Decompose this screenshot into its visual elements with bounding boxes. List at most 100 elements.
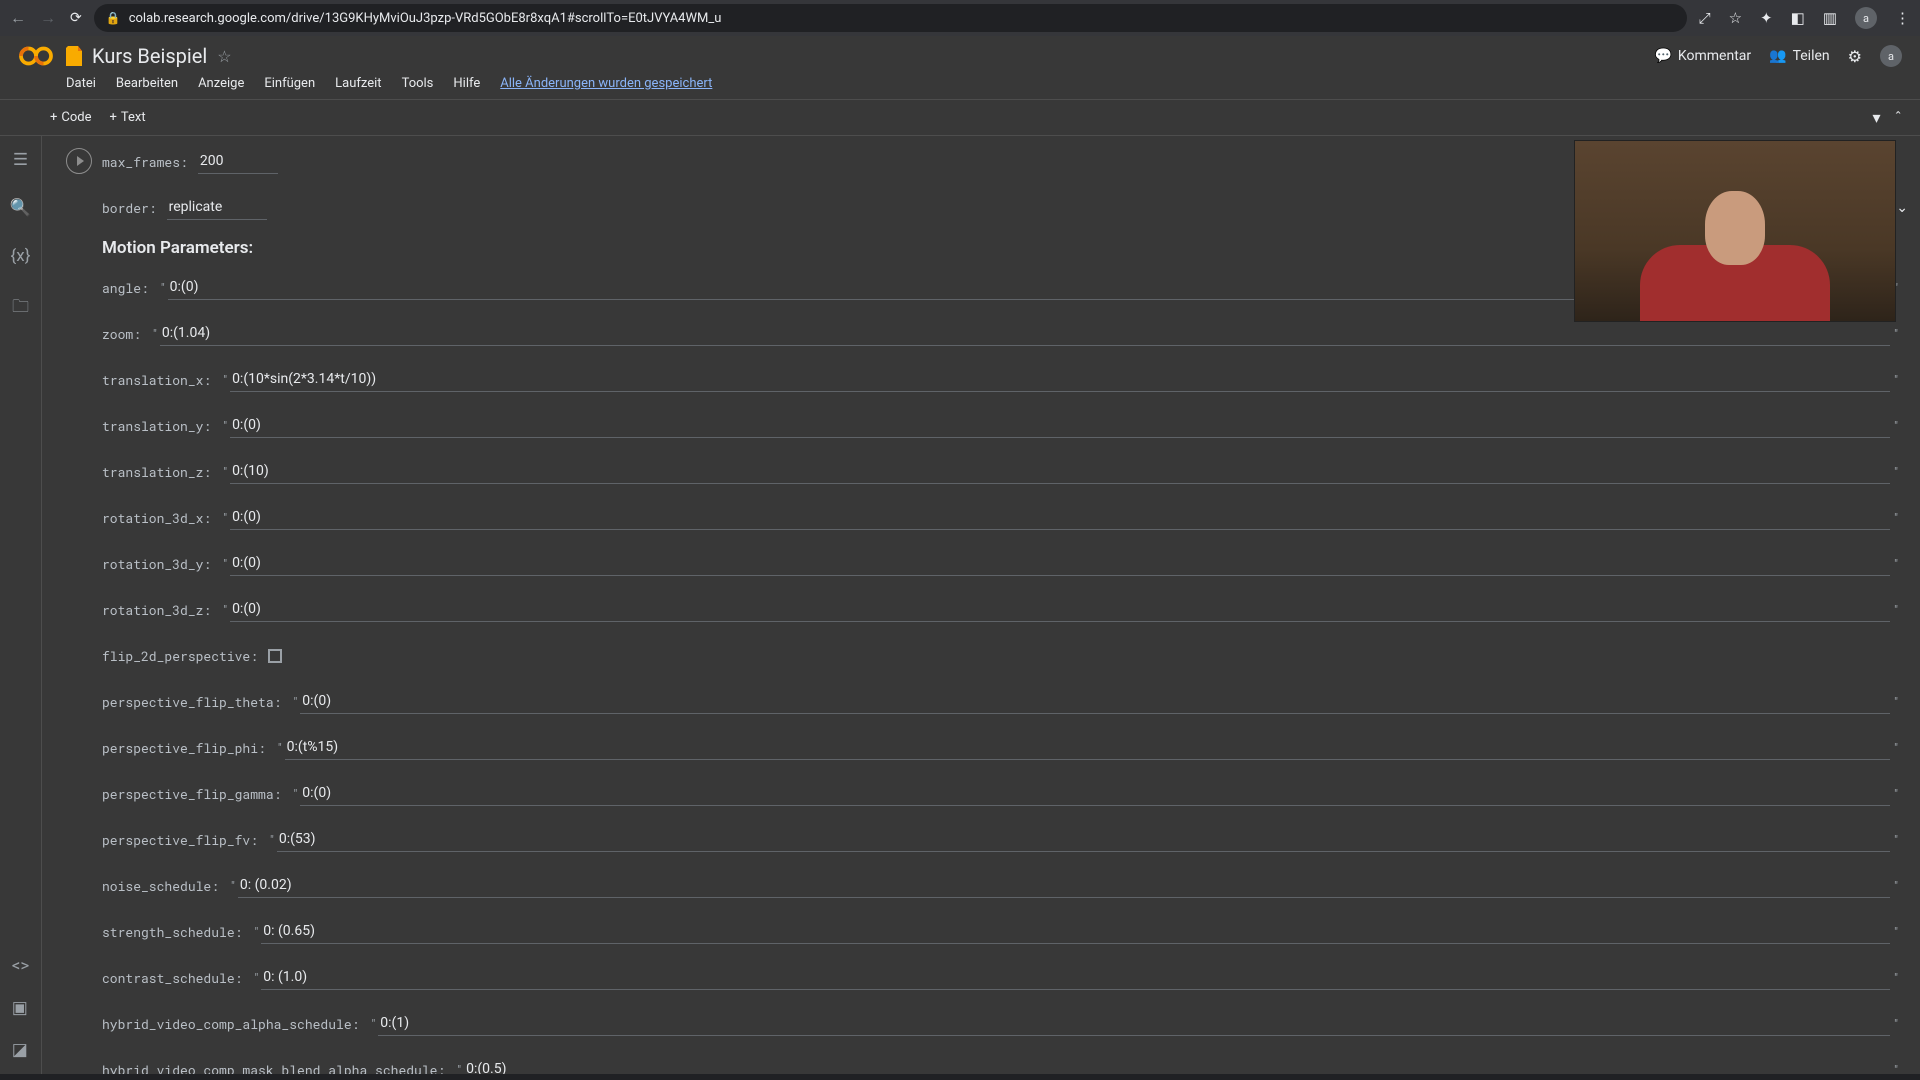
menu-insert[interactable]: Einfügen: [264, 76, 315, 91]
hybrid-mask-blend-alpha-input[interactable]: [464, 1057, 1890, 1074]
translation-x-input[interactable]: [230, 367, 1890, 392]
perspective-flip-theta-input[interactable]: [300, 689, 1890, 714]
terminal-icon[interactable]: ▣: [12, 998, 30, 1018]
noise-schedule-input[interactable]: [238, 873, 1890, 898]
colab-avatar[interactable]: a: [1880, 45, 1902, 67]
perspective-flip-gamma-input[interactable]: [300, 781, 1890, 806]
browser-bar: ← → ⟳ 🔒 colab.research.google.com/drive/…: [0, 0, 1920, 36]
param-label: border:: [102, 199, 167, 217]
panel-icon[interactable]: ▥: [1823, 9, 1837, 27]
comment-button[interactable]: 💬 Kommentar: [1654, 48, 1751, 64]
add-code-button[interactable]: + Code: [50, 110, 92, 125]
comment-icon: 💬: [1654, 48, 1671, 64]
reload-icon[interactable]: ⟳: [70, 10, 82, 26]
strength-schedule-input[interactable]: [261, 919, 1890, 944]
extension-pin-icon[interactable]: ◧: [1791, 9, 1805, 27]
param-label: perspective_flip_phi:: [102, 739, 276, 757]
lock-icon: 🔒: [106, 11, 121, 25]
param-rotation-3d-x: rotation_3d_x: " ": [102, 498, 1898, 538]
menu-bar: Datei Bearbeiten Anzeige Einfügen Laufze…: [18, 72, 1902, 99]
variables-icon[interactable]: {x}: [11, 246, 31, 266]
param-perspective-flip-phi: perspective_flip_phi: " ": [102, 728, 1898, 768]
url-bar[interactable]: 🔒 colab.research.google.com/drive/13G9KH…: [94, 4, 1687, 32]
url-text: colab.research.google.com/drive/13G9KHyM…: [129, 11, 722, 26]
hybrid-alpha-input[interactable]: [378, 1011, 1890, 1036]
code-snippets-icon[interactable]: <>: [12, 956, 30, 976]
param-label: perspective_flip_gamma:: [102, 785, 291, 803]
param-label: contrast_schedule:: [102, 969, 252, 987]
param-label: rotation_3d_y:: [102, 555, 221, 573]
rotation-3d-z-input[interactable]: [230, 597, 1890, 622]
add-text-button[interactable]: + Text: [110, 110, 146, 125]
rail-extra-icon[interactable]: ◪: [12, 1040, 30, 1060]
nav-back-icon[interactable]: ←: [10, 8, 26, 28]
param-rotation-3d-y: rotation_3d_y: " ": [102, 544, 1898, 584]
menu-tools[interactable]: Tools: [402, 76, 434, 91]
run-cell-button[interactable]: [66, 148, 92, 174]
param-label: translation_z:: [102, 463, 221, 481]
contrast-schedule-input[interactable]: [261, 965, 1890, 990]
param-label: perspective_flip_fv:: [102, 831, 268, 849]
param-translation-x: translation_x: " ": [102, 360, 1898, 400]
perspective-flip-fv-input[interactable]: [277, 827, 1890, 852]
menu-help[interactable]: Hilfe: [453, 76, 480, 91]
max-frames-input[interactable]: [198, 149, 278, 174]
share-button[interactable]: 👥 Teilen: [1769, 48, 1830, 64]
param-hybrid-mask-blend-alpha: hybrid_video_comp_mask_blend_alpha_sched…: [102, 1050, 1898, 1074]
browser-menu-icon[interactable]: ⋮: [1895, 9, 1910, 27]
menu-file[interactable]: Datei: [66, 76, 96, 91]
toolbar-collapse-icon[interactable]: ˆ: [1894, 108, 1902, 127]
param-perspective-flip-fv: perspective_flip_fv: " ": [102, 820, 1898, 860]
param-label: max_frames:: [102, 153, 198, 171]
share-icon: 👥: [1769, 48, 1786, 64]
param-perspective-flip-theta: perspective_flip_theta: " ": [102, 682, 1898, 722]
param-label: noise_schedule:: [102, 877, 229, 895]
notebook-content: ↑ ↓ ⇔ ✎ 🗑 ⋮ ⌄ max_frames: border:: [42, 136, 1920, 1074]
border-input[interactable]: [167, 195, 267, 220]
colab-header: Kurs Beispiel ☆ 💬 Kommentar 👥 Teilen ⚙ a…: [0, 36, 1920, 100]
param-label: hybrid_video_comp_mask_blend_alpha_sched…: [102, 1061, 455, 1075]
param-hybrid-alpha: hybrid_video_comp_alpha_schedule: " ": [102, 1004, 1898, 1044]
flip-2d-perspective-checkbox[interactable]: [268, 649, 282, 663]
translation-y-input[interactable]: [230, 413, 1890, 438]
param-label: rotation_3d_z:: [102, 601, 221, 619]
cell-collapse-icon[interactable]: ⌄: [1896, 200, 1908, 216]
param-label: hybrid_video_comp_alpha_schedule:: [102, 1015, 369, 1033]
bookmark-star-icon[interactable]: ☆: [1729, 9, 1742, 27]
param-label: translation_y:: [102, 417, 221, 435]
menu-runtime[interactable]: Laufzeit: [335, 76, 381, 91]
param-flip-2d-perspective: flip_2d_perspective:: [102, 636, 1898, 676]
browser-avatar[interactable]: a: [1855, 7, 1877, 29]
param-label: angle:: [102, 279, 159, 297]
translation-z-input[interactable]: [230, 459, 1890, 484]
save-status[interactable]: Alle Änderungen wurden gespeichert: [500, 76, 712, 91]
connect-dropdown-icon[interactable]: ▾: [1872, 108, 1880, 127]
rotation-3d-x-input[interactable]: [230, 505, 1890, 530]
colab-logo-icon: [18, 44, 54, 68]
install-icon[interactable]: ⤢: [1699, 9, 1711, 27]
document-title[interactable]: Kurs Beispiel: [92, 44, 207, 68]
param-label: rotation_3d_x:: [102, 509, 221, 527]
extensions-icon[interactable]: ✦: [1760, 9, 1773, 27]
nav-forward-icon[interactable]: →: [40, 8, 56, 28]
perspective-flip-phi-input[interactable]: [285, 735, 1890, 760]
files-icon[interactable]: 🗀: [12, 294, 29, 323]
toc-icon[interactable]: ☰: [13, 150, 28, 170]
param-perspective-flip-gamma: perspective_flip_gamma: " ": [102, 774, 1898, 814]
toolbar: + Code + Text ▾ ˆ: [0, 100, 1920, 136]
gear-icon[interactable]: ⚙: [1848, 47, 1862, 66]
rotation-3d-y-input[interactable]: [230, 551, 1890, 576]
param-contrast-schedule: contrast_schedule: " ": [102, 958, 1898, 998]
param-label: zoom:: [102, 325, 151, 343]
drive-doc-icon: [66, 46, 82, 66]
param-noise-schedule: noise_schedule: " ": [102, 866, 1898, 906]
menu-edit[interactable]: Bearbeiten: [116, 76, 178, 91]
zoom-input[interactable]: [160, 321, 1890, 346]
param-strength-schedule: strength_schedule: " ": [102, 912, 1898, 952]
search-icon[interactable]: 🔍: [10, 198, 31, 218]
left-rail: ☰ 🔍 {x} 🗀 <> ▣ ◪: [0, 136, 42, 1074]
menu-view[interactable]: Anzeige: [198, 76, 244, 91]
param-label: translation_x:: [102, 371, 221, 389]
webcam-overlay: [1574, 140, 1896, 322]
star-icon[interactable]: ☆: [217, 47, 231, 66]
